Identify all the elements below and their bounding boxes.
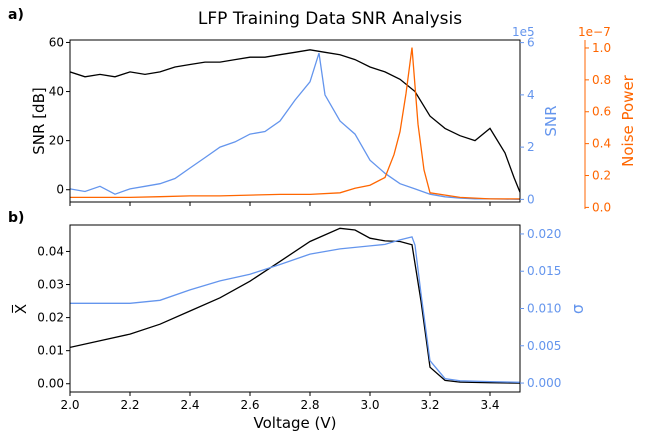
panel-a-snr-tick-label: 0: [527, 192, 535, 206]
x-tick-label: 3.2: [420, 398, 439, 412]
panel-b-right-tick-label: 0.010: [527, 302, 561, 316]
series-line-b-0: [70, 227, 520, 384]
panel-a-noise-tick-label: 0.6: [592, 105, 611, 119]
x-tick-label: 2.4: [180, 398, 199, 412]
panel-b-left-ylabel: X̅: [11, 304, 30, 314]
panel-b-left-tick-label: 0.03: [37, 278, 64, 292]
panel-a-noise-tick-label: 0.8: [592, 73, 611, 87]
panel-b-frame: [69, 224, 521, 393]
panel-a-noise-ylabel: Noise Power: [619, 74, 637, 167]
x-tick-label: 3.4: [480, 398, 499, 412]
panel-a-snr-tick-label: 4: [527, 88, 535, 102]
panel-a-noise-tick-label: 0.2: [592, 169, 611, 183]
panel-a-label: a): [8, 7, 24, 23]
panel-a-snr-tick-label: 6: [527, 36, 535, 50]
panel-a-noise-tick-label: 0.0: [592, 200, 611, 214]
panel-b-right-tick-label: 0.015: [527, 264, 561, 278]
panel-b-label: b): [8, 210, 24, 226]
panel-a-noise-offset: 1e−7: [578, 25, 611, 39]
panel-a-frame: [69, 39, 521, 203]
x-tick-label: 2.8: [300, 398, 319, 412]
x-tick-label: 2.0: [60, 398, 79, 412]
series-line-b-1: [70, 236, 520, 383]
panel-a-snr-tick-label: 2: [527, 140, 535, 154]
panel-b-left-tick-label: 0.01: [37, 344, 64, 358]
x-tick-label: 2.2: [120, 398, 139, 412]
panel-b-left-tick-label: 0.00: [37, 377, 64, 391]
x-tick-label: 3.0: [360, 398, 379, 412]
panel-a-noise-tick-label: 0.4: [592, 137, 611, 151]
panel-a-left-tick-label: 0: [56, 183, 64, 197]
panel-b-left-tick-label: 0.04: [37, 244, 64, 258]
series-line-a-1: [70, 52, 520, 201]
panel-b-left-tick-label: 0.02: [37, 311, 64, 325]
series-line-a-2: [70, 47, 520, 200]
panel-a-noise-tick-label: 1.0: [592, 41, 611, 55]
x-axis-label: Voltage (V): [254, 414, 337, 432]
panel-a-left-ylabel: SNR [dB]: [30, 87, 48, 154]
panel-a-left-tick-label: 20: [49, 134, 64, 148]
panel-b-right-tick-label: 0.020: [527, 227, 561, 241]
panel-a: 0 20 40 60 0 2 4 6 0.0 0.2 0.4 0.6 0.8 1.0 SNR [dB] S…: [30, 25, 637, 214]
panel-a-snr-offset: 1e5: [512, 25, 535, 39]
x-tick-label: 2.6: [240, 398, 259, 412]
panel-b-right-ylabel: σ: [568, 304, 587, 314]
panel-b: 0.00 0.01 0.02 0.03 0.04 0.000 0.005 0.010 0.015…: [11, 224, 587, 432]
chart-title: LFP Training Data SNR Analysis: [198, 9, 462, 29]
series-line-a-0: [70, 49, 520, 193]
panel-a-left-tick-label: 60: [49, 35, 64, 49]
panel-b-right-tick-label: 0.000: [527, 376, 561, 390]
panel-a-snr-ylabel: SNR: [542, 105, 560, 136]
panel-b-right-tick-label: 0.005: [527, 339, 561, 353]
panel-a-left-tick-label: 40: [49, 85, 64, 99]
